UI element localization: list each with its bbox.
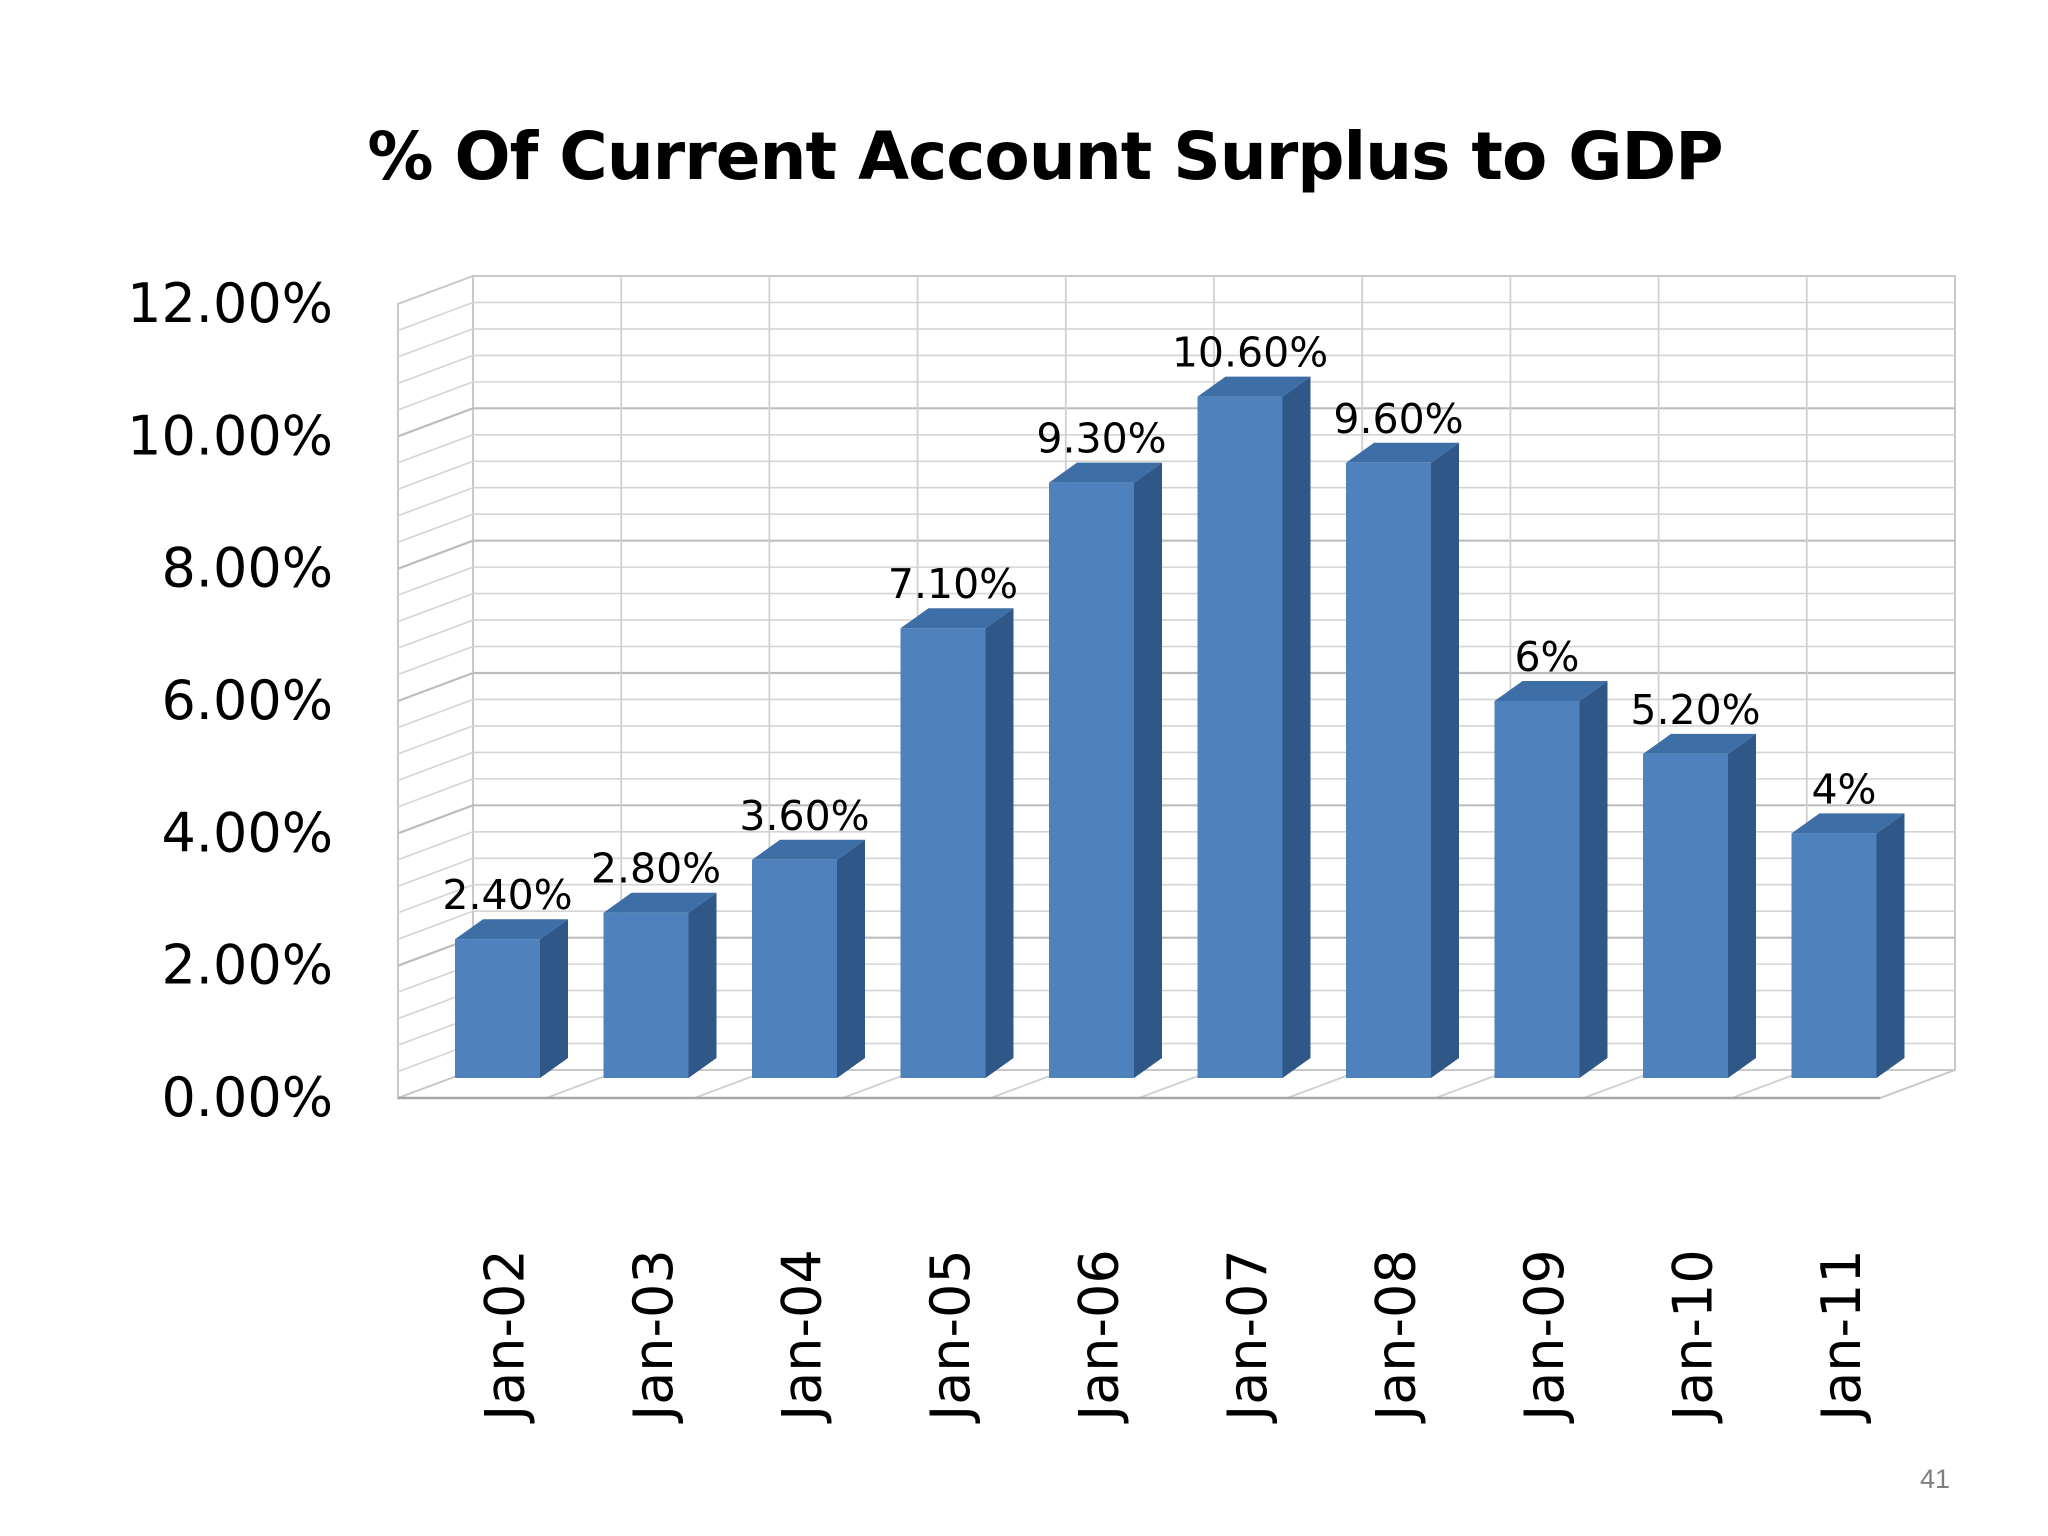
chart-bars <box>455 376 1905 1079</box>
data-label: 2.40% <box>442 871 572 919</box>
bar <box>1197 396 1283 1079</box>
gridline-side <box>397 910 474 940</box>
data-label: 9.60% <box>1333 395 1463 443</box>
gridline-side <box>397 778 474 808</box>
x-tick-label: Jan-11 <box>1810 1249 1873 1423</box>
x-tick-label: Jan-03 <box>622 1249 685 1423</box>
gridline-side <box>397 566 474 596</box>
bar <box>1643 753 1728 1078</box>
x-tick-label: Jan-09 <box>1513 1249 1576 1423</box>
gridline-side <box>397 698 474 729</box>
bar-side <box>1134 462 1162 1078</box>
x-tick-label: Jan-05 <box>919 1249 982 1423</box>
bar-top <box>900 608 1014 629</box>
bar-top <box>1049 462 1162 483</box>
bar-side <box>837 839 865 1078</box>
gridline-side <box>397 592 474 623</box>
x-tick-label: Jan-07 <box>1216 1249 1279 1423</box>
bar <box>1791 833 1877 1078</box>
x-tick-label: Jan-10 <box>1662 1249 1725 1423</box>
data-label: 3.60% <box>739 792 869 840</box>
gridline-side <box>397 857 474 888</box>
gridline-side <box>397 513 474 543</box>
y-axis-tick-labels: 0.00% 2.00% 4.00% 6.00% 8.00% 10.00% 12.00% <box>127 272 333 1129</box>
gridline-side <box>397 354 474 385</box>
gridline-side <box>397 434 474 464</box>
gridline-side <box>397 486 474 517</box>
chart-title: % Of Current Account Surplus to GDP <box>367 118 1723 195</box>
gridline-side <box>397 328 474 358</box>
x-tick-label: Jan-08 <box>1365 1249 1428 1423</box>
bar-side <box>1728 733 1756 1078</box>
gridline-side <box>397 381 474 411</box>
gridline-side <box>397 725 474 755</box>
y-tick-label: 10.00% <box>127 404 333 467</box>
x-tick-label: Jan-06 <box>1068 1249 1131 1423</box>
gridline-side <box>397 751 474 782</box>
gridline-side <box>397 301 474 332</box>
data-label: 10.60% <box>1172 329 1328 377</box>
gridline-side <box>397 645 474 676</box>
x-tick-label: Jan-04 <box>771 1249 834 1423</box>
bar <box>603 912 689 1078</box>
bar-top <box>1197 376 1311 397</box>
bar <box>752 859 837 1078</box>
bar <box>1346 462 1431 1078</box>
bar-top <box>1346 442 1459 463</box>
bar-side <box>688 892 717 1078</box>
gridline-side <box>397 804 474 835</box>
gridline-side <box>397 831 474 861</box>
bar-side <box>1282 376 1311 1079</box>
gridline-side <box>397 883 474 914</box>
page-number: 41 <box>1919 1464 1950 1494</box>
bar <box>1049 482 1134 1078</box>
data-labels: 2.40% 2.80% 3.60% 7.10% 9.30%10.60%9.60% 6% 5.… <box>442 329 1876 920</box>
y-tick-label: 2.00% <box>161 934 333 997</box>
bar-side <box>1876 813 1905 1078</box>
bar-top <box>1791 813 1905 834</box>
y-tick-label: 0.00% <box>161 1066 333 1129</box>
data-label: 7.10% <box>888 560 1018 608</box>
gridline-side <box>397 539 474 570</box>
gridline-side <box>397 671 474 703</box>
bar-side <box>1431 442 1459 1078</box>
gridline-side <box>397 619 474 649</box>
data-label: 6% <box>1514 633 1579 681</box>
bar-side <box>985 608 1014 1078</box>
data-label: 2.80% <box>591 845 721 893</box>
gridline-side <box>397 407 474 438</box>
x-axis-tick-labels: Jan-02 Jan-03 Jan-04 Jan-05 Jan-06 Jan-07 Jan-… <box>474 1249 1874 1423</box>
bar-side <box>540 919 568 1078</box>
gridline-side <box>397 460 474 491</box>
y-tick-label: 4.00% <box>161 801 333 864</box>
data-label: 9.30% <box>1036 415 1166 463</box>
bar <box>900 628 986 1078</box>
bar <box>455 939 540 1078</box>
bar-side <box>1579 681 1608 1078</box>
bar-top <box>752 839 865 860</box>
bar <box>1494 701 1580 1078</box>
y-tick-label: 12.00% <box>127 272 333 335</box>
bar-top <box>455 919 568 940</box>
bar-top <box>1643 733 1756 754</box>
y-tick-label: 8.00% <box>161 537 333 600</box>
bar-top <box>603 892 717 913</box>
data-label: 5.20% <box>1630 686 1760 734</box>
x-tick-label: Jan-02 <box>474 1249 537 1423</box>
data-label: 4% <box>1811 765 1876 813</box>
y-tick-label: 6.00% <box>161 669 333 732</box>
bar-top <box>1494 681 1608 701</box>
